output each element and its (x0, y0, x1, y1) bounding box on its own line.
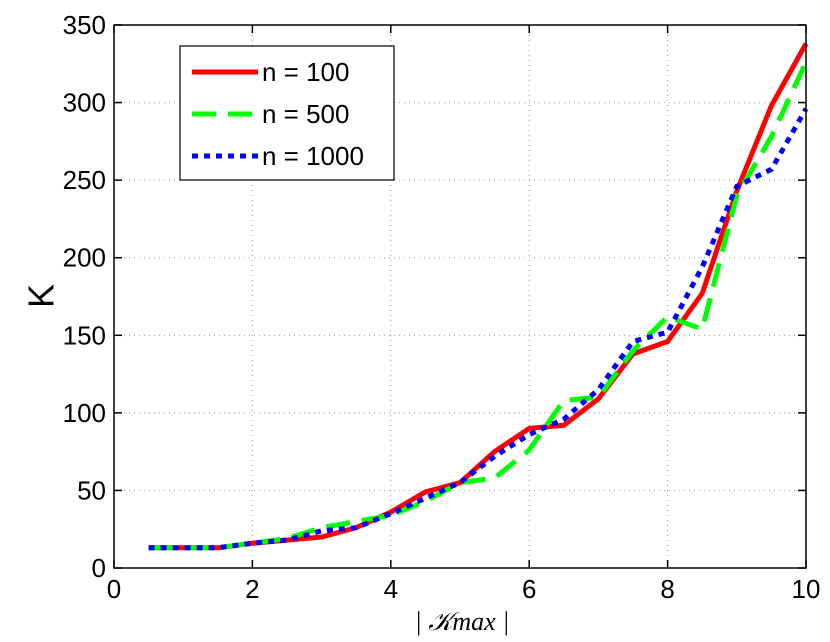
plot-frame (113, 24, 807, 569)
x-tick-label: 2 (245, 574, 259, 604)
y-tick-label: 350 (63, 10, 106, 40)
series-line-3 (148, 107, 809, 551)
x-tick-label: 0 (107, 574, 121, 604)
y-tick-label: 150 (63, 320, 106, 350)
y-tick-label: 50 (77, 475, 106, 505)
series-lines (148, 42, 809, 551)
y-tick-label: 0 (92, 553, 106, 583)
y-tick-label: 250 (63, 165, 106, 195)
x-tick-label: 4 (384, 574, 398, 604)
y-axis-label: K (21, 284, 62, 308)
legend-label: n = 500 (262, 99, 349, 129)
y-tick-label: 200 (63, 243, 106, 273)
x-tick-label: 6 (522, 574, 536, 604)
x-tick-label: 8 (660, 574, 674, 604)
y-tick-label: 100 (63, 398, 106, 428)
legend-label: n = 1000 (262, 141, 364, 171)
y-tick-label: 300 (63, 88, 106, 118)
x-tick-label: 10 (792, 574, 821, 604)
x-axis-label: | 𝒦max | (415, 607, 510, 636)
legend: n = 100 n = 500 n = 1000 (179, 45, 395, 181)
legend-label: n = 100 (262, 57, 349, 87)
